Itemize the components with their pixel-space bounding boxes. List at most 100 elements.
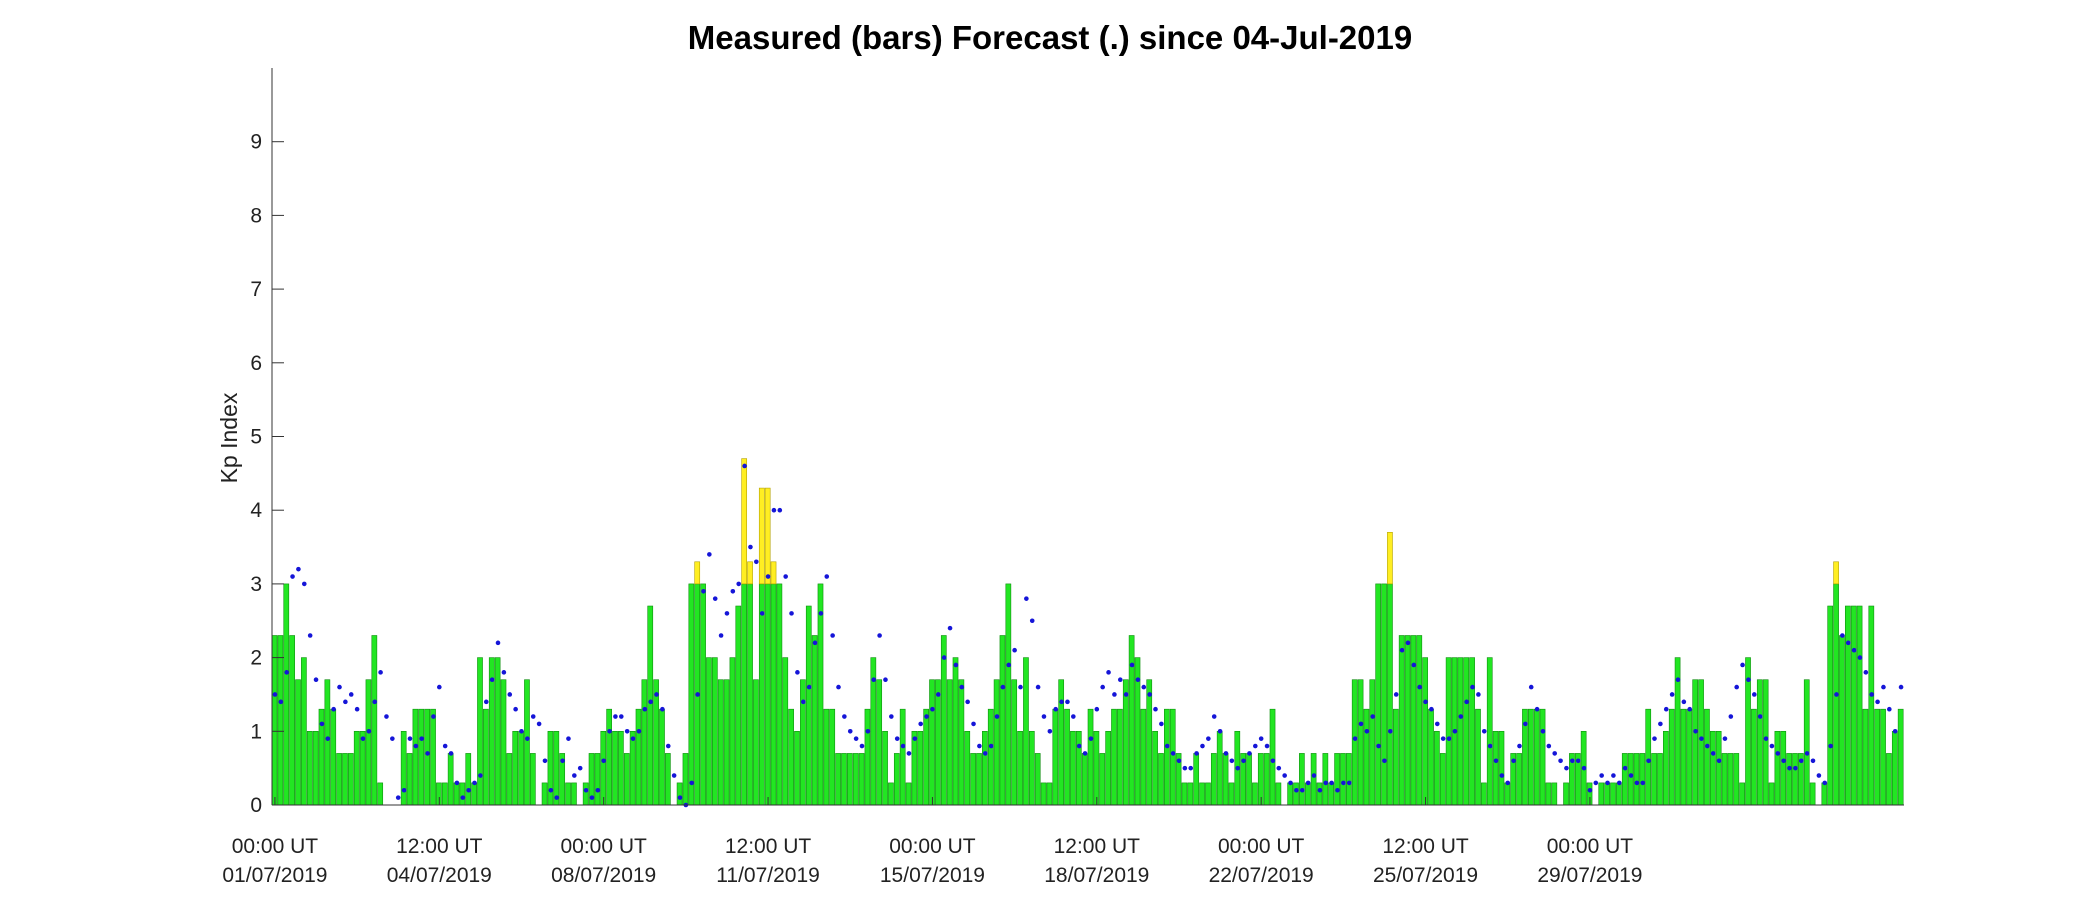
forecast-point	[677, 795, 683, 800]
measured-bar	[841, 753, 847, 806]
forecast-point	[1094, 706, 1100, 712]
x-tick-label-date: 18/07/2019	[1044, 864, 1149, 887]
measured-bar	[1316, 782, 1323, 806]
forecast-point	[1147, 692, 1152, 697]
forecast-point	[460, 795, 466, 800]
forecast-point	[1740, 662, 1745, 668]
measured-bar	[1827, 605, 1834, 806]
x-tick-label-time: 00:00 UT	[232, 835, 319, 858]
forecast-point	[1282, 773, 1287, 778]
forecast-point	[1012, 647, 1017, 653]
forecast-point	[1810, 758, 1816, 764]
forecast-point	[307, 633, 313, 638]
forecast-point	[988, 743, 994, 749]
measured-bar	[1657, 753, 1663, 806]
measured-bar	[817, 583, 824, 806]
forecast-point	[883, 677, 888, 683]
forecast-point	[1851, 647, 1857, 653]
measured-bar	[512, 730, 519, 806]
measured-bar	[336, 753, 342, 806]
measured-bar	[1516, 753, 1522, 806]
forecast-point	[566, 736, 571, 741]
forecast-point	[1757, 714, 1763, 719]
measured-bar	[659, 708, 665, 806]
forecast-point	[1206, 736, 1211, 741]
forecast-point	[601, 758, 606, 764]
measured-bar	[1434, 730, 1440, 806]
forecast-point	[953, 662, 959, 668]
measured-bar	[1492, 730, 1499, 806]
forecast-point	[466, 787, 471, 793]
forecast-point	[1675, 677, 1681, 683]
forecast-point	[1476, 692, 1481, 697]
forecast-point	[1393, 692, 1399, 697]
measured-bar	[1351, 679, 1358, 806]
forecast-point	[1446, 736, 1452, 741]
measured-bar	[729, 657, 736, 806]
forecast-point	[742, 463, 747, 469]
forecast-point	[378, 670, 383, 675]
measured-bar	[359, 730, 366, 806]
forecast-point	[1200, 743, 1205, 749]
forecast-point	[1024, 596, 1029, 601]
forecast-point	[560, 758, 565, 764]
measured-bar	[882, 730, 888, 806]
measured-bar	[1727, 753, 1734, 806]
measured-bar	[1293, 782, 1299, 806]
forecast-point	[618, 714, 624, 719]
y-axis-label: Kp Index	[216, 392, 242, 483]
measured-bar	[1158, 753, 1164, 806]
measured-bar	[1856, 605, 1863, 806]
forecast-point	[454, 780, 460, 786]
forecast-point	[1288, 780, 1293, 786]
measured-bar	[1263, 753, 1270, 806]
measured-bar	[1539, 708, 1546, 806]
forecast-point	[877, 633, 882, 638]
measured-bar	[1874, 708, 1881, 806]
measured-bar	[1486, 657, 1493, 806]
forecast-point	[577, 765, 583, 771]
measured-bar	[1164, 708, 1170, 806]
measured-bar	[571, 782, 577, 806]
measured-bar	[471, 782, 477, 806]
forecast-point	[824, 574, 830, 579]
forecast-point	[1223, 751, 1229, 756]
forecast-point	[836, 684, 841, 690]
forecast-point	[483, 699, 489, 705]
measured-bar	[1152, 730, 1158, 806]
measured-bar	[782, 657, 789, 806]
measured-bar	[1181, 782, 1188, 806]
measured-bar	[1052, 708, 1059, 806]
forecast-point	[1029, 618, 1035, 624]
forecast-point	[1440, 736, 1446, 741]
forecast-point	[624, 729, 630, 734]
forecast-point	[1593, 780, 1599, 786]
forecast-point	[507, 692, 513, 697]
forecast-point	[1887, 706, 1892, 712]
forecast-point	[636, 729, 642, 734]
measured-bar	[893, 753, 900, 806]
forecast-point	[1517, 743, 1522, 749]
measured-bar	[623, 753, 630, 806]
measured-bar	[277, 635, 284, 806]
y-tick-label: 7	[250, 278, 262, 301]
measured-bar	[1070, 730, 1076, 806]
measured-bar	[1839, 635, 1845, 806]
forecast-point	[337, 684, 342, 690]
measured-bar	[717, 679, 724, 806]
measured-bar	[483, 708, 489, 806]
forecast-point	[1863, 670, 1869, 675]
forecast-point	[1523, 721, 1528, 727]
forecast-point	[1241, 758, 1246, 764]
forecast-point	[853, 736, 859, 741]
forecast-point	[918, 721, 923, 727]
y-tick-label: 3	[250, 573, 262, 596]
measured-bar	[1481, 782, 1487, 806]
measured-bar	[289, 635, 295, 806]
forecast-point	[1710, 751, 1716, 756]
measured-bar	[1375, 583, 1382, 806]
measured-bar	[1633, 753, 1640, 806]
measured-bar	[864, 708, 871, 806]
measured-bar	[1721, 753, 1728, 806]
forecast-point	[654, 692, 659, 697]
